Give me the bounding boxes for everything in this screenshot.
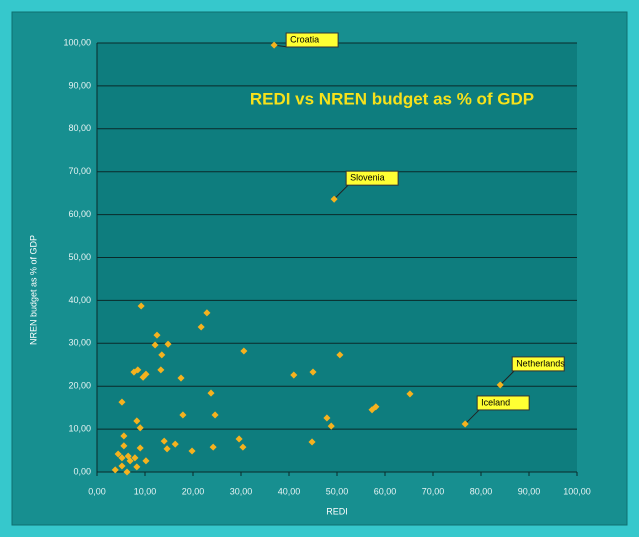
- point-label: Netherlands: [516, 358, 565, 368]
- x-tick-label: 30,00: [230, 486, 253, 496]
- point: [151, 341, 159, 349]
- point: [496, 381, 504, 389]
- point: [197, 323, 205, 331]
- point: [157, 366, 165, 374]
- point: [164, 340, 172, 348]
- point: [240, 347, 248, 355]
- point: [133, 463, 141, 471]
- x-tick-label: 40,00: [278, 486, 301, 496]
- label-box: [511, 356, 565, 372]
- point: [134, 366, 142, 374]
- x-tick-label: 50,00: [326, 486, 349, 496]
- y-tick-label: 0,00: [73, 466, 91, 476]
- point-label: Slovenia: [350, 173, 385, 183]
- x-tick-label: 80,00: [470, 486, 493, 496]
- x-tick-label: 70,00: [422, 486, 445, 496]
- point: [171, 440, 179, 448]
- point: [139, 373, 147, 381]
- point: [209, 443, 217, 451]
- point: [188, 447, 196, 455]
- point: [406, 390, 414, 398]
- point: [142, 457, 150, 465]
- point: [203, 309, 211, 317]
- point: [211, 411, 219, 419]
- x-axis-label: REDI: [326, 506, 348, 516]
- point: [137, 302, 145, 310]
- point: [309, 368, 317, 376]
- chart-title: REDI vs NREN budget as % of GDP: [250, 89, 534, 108]
- point: [118, 462, 126, 470]
- x-tick-label: 90,00: [518, 486, 541, 496]
- point: [177, 374, 185, 382]
- point: [336, 351, 344, 359]
- x-tick-label: 20,00: [182, 486, 205, 496]
- y-tick-label: 30,00: [68, 338, 91, 348]
- point: [158, 351, 166, 359]
- y-tick-label: 100,00: [63, 37, 91, 47]
- label-leader: [499, 370, 515, 386]
- point: [120, 432, 128, 440]
- y-axis-label: NREN budget as % of GDP: [28, 235, 38, 345]
- point: [239, 443, 247, 451]
- point: [136, 444, 144, 452]
- x-tick-label: 10,00: [134, 486, 157, 496]
- point: [163, 445, 171, 453]
- y-tick-label: 60,00: [68, 209, 91, 219]
- y-tick-label: 20,00: [68, 381, 91, 391]
- point: [368, 406, 376, 414]
- point: [323, 414, 331, 422]
- y-tick-label: 10,00: [68, 423, 91, 433]
- point: [290, 371, 298, 379]
- point: [179, 411, 187, 419]
- point: [330, 195, 338, 203]
- label-leader: [333, 184, 349, 200]
- y-tick-label: 40,00: [68, 295, 91, 305]
- y-tick-label: 90,00: [68, 80, 91, 90]
- point: [118, 398, 126, 406]
- point: [123, 468, 131, 476]
- point: [235, 435, 243, 443]
- label-box: [476, 395, 530, 411]
- point: [160, 437, 168, 445]
- point: [153, 331, 161, 339]
- point: [270, 41, 278, 49]
- x-tick-label: 0,00: [88, 486, 106, 496]
- point: [308, 438, 316, 446]
- point-label: Croatia: [290, 34, 319, 44]
- point: [126, 457, 134, 465]
- label-box: [285, 32, 339, 48]
- point: [327, 422, 335, 430]
- label-box: [345, 170, 399, 186]
- x-tick-label: 100,00: [563, 486, 591, 496]
- point: [133, 417, 141, 425]
- point: [207, 389, 215, 397]
- y-tick-label: 50,00: [68, 252, 91, 262]
- x-tick-label: 60,00: [374, 486, 397, 496]
- point-label: Iceland: [481, 397, 510, 407]
- y-tick-label: 80,00: [68, 123, 91, 133]
- y-tick-label: 70,00: [68, 166, 91, 176]
- point: [118, 454, 126, 462]
- point: [114, 450, 122, 458]
- point: [120, 442, 128, 450]
- point: [131, 454, 139, 462]
- point: [111, 466, 119, 474]
- point: [461, 420, 469, 428]
- label-leader: [464, 409, 480, 425]
- point: [136, 424, 144, 432]
